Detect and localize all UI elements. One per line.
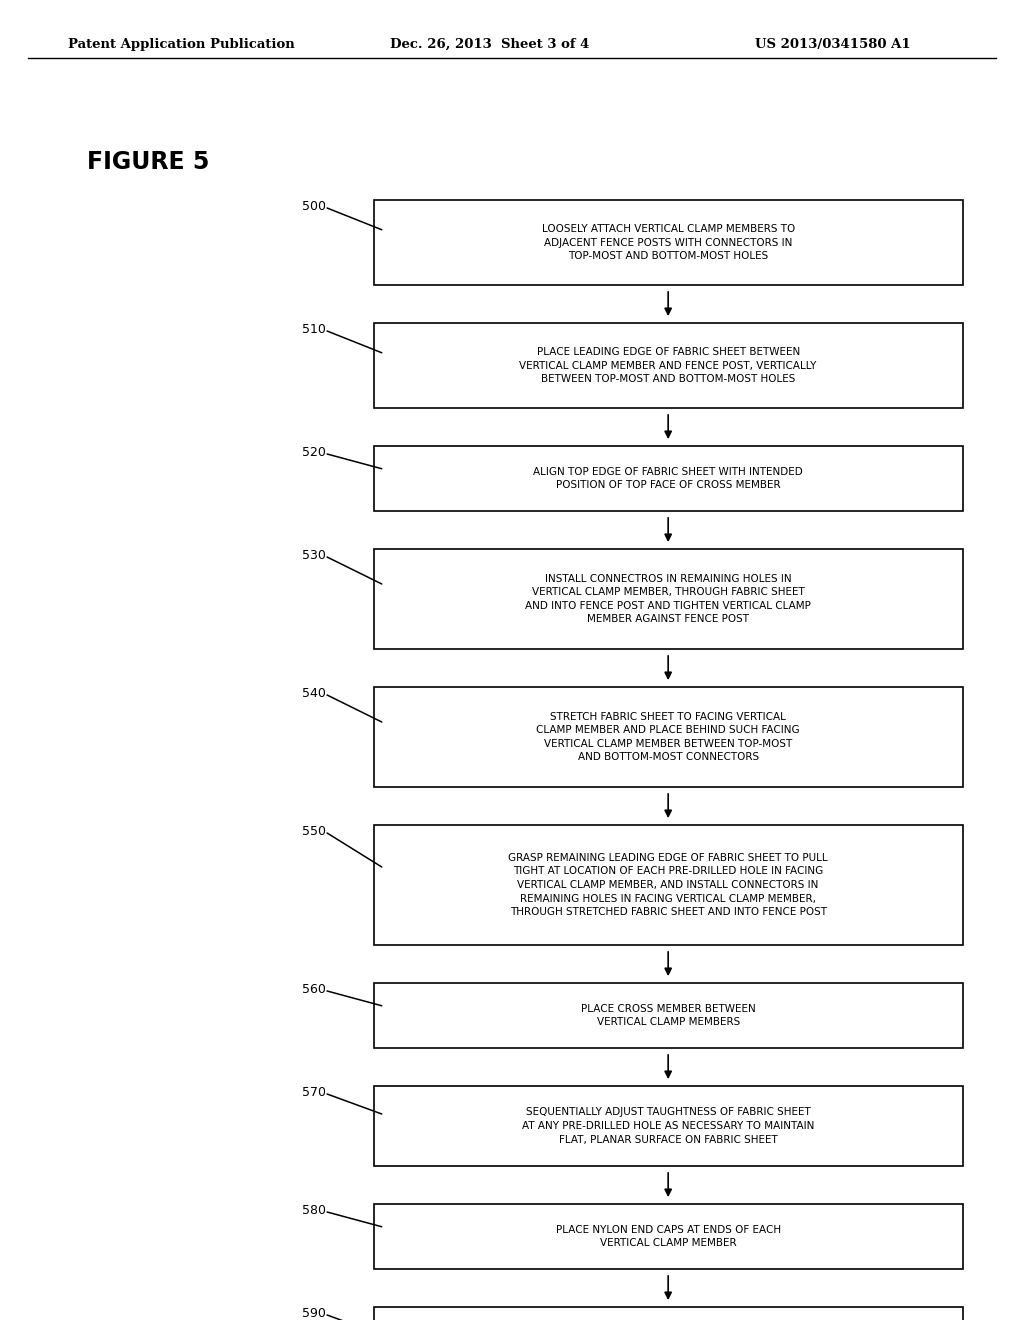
Text: SEQUENTIALLY ADJUST TAUGHTNESS OF FABRIC SHEET
AT ANY PRE-DRILLED HOLE AS NECESS: SEQUENTIALLY ADJUST TAUGHTNESS OF FABRIC… <box>522 1107 814 1144</box>
Text: 510: 510 <box>302 323 326 337</box>
Text: LOOSELY ATTACH VERTICAL CLAMP MEMBERS TO
ADJACENT FENCE POSTS WITH CONNECTORS IN: LOOSELY ATTACH VERTICAL CLAMP MEMBERS TO… <box>542 224 795 261</box>
Text: 550: 550 <box>302 825 326 838</box>
Text: Dec. 26, 2013  Sheet 3 of 4: Dec. 26, 2013 Sheet 3 of 4 <box>390 38 590 51</box>
Text: US 2013/0341580 A1: US 2013/0341580 A1 <box>755 38 910 51</box>
Text: 580: 580 <box>302 1204 326 1217</box>
Text: PLACE CROSS MEMBER BETWEEN
VERTICAL CLAMP MEMBERS: PLACE CROSS MEMBER BETWEEN VERTICAL CLAM… <box>581 1003 756 1027</box>
Text: PLACE LEADING EDGE OF FABRIC SHEET BETWEEN
VERTICAL CLAMP MEMBER AND FENCE POST,: PLACE LEADING EDGE OF FABRIC SHEET BETWE… <box>519 347 817 384</box>
Text: 540: 540 <box>302 686 326 700</box>
Text: ALIGN TOP EDGE OF FABRIC SHEET WITH INTENDED
POSITION OF TOP FACE OF CROSS MEMBE: ALIGN TOP EDGE OF FABRIC SHEET WITH INTE… <box>534 467 803 490</box>
Bar <box>374 201 963 285</box>
Text: 570: 570 <box>302 1086 326 1100</box>
Text: FIGURE 5: FIGURE 5 <box>87 150 210 174</box>
Bar <box>374 1204 963 1269</box>
Bar <box>374 825 963 945</box>
Text: Patent Application Publication: Patent Application Publication <box>68 38 295 51</box>
Text: INSTALL CONNECTROS IN REMAINING HOLES IN
VERTICAL CLAMP MEMBER, THROUGH FABRIC S: INSTALL CONNECTROS IN REMAINING HOLES IN… <box>525 574 811 624</box>
Text: PLACE NYLON END CAPS AT ENDS OF EACH
VERTICAL CLAMP MEMBER: PLACE NYLON END CAPS AT ENDS OF EACH VER… <box>556 1225 780 1249</box>
Text: 560: 560 <box>302 983 326 997</box>
Bar <box>374 686 963 787</box>
Bar <box>374 1307 963 1320</box>
Text: GRASP REMAINING LEADING EDGE OF FABRIC SHEET TO PULL
TIGHT AT LOCATION OF EACH P: GRASP REMAINING LEADING EDGE OF FABRIC S… <box>508 853 828 917</box>
Bar <box>374 446 963 511</box>
Text: 590: 590 <box>302 1307 326 1320</box>
Bar <box>374 1086 963 1166</box>
Bar <box>374 323 963 408</box>
Text: 500: 500 <box>302 201 326 213</box>
Text: 530: 530 <box>302 549 326 562</box>
Bar <box>374 549 963 649</box>
Text: STRETCH FABRIC SHEET TO FACING VERTICAL
CLAMP MEMBER AND PLACE BEHIND SUCH FACIN: STRETCH FABRIC SHEET TO FACING VERTICAL … <box>537 711 800 763</box>
Bar <box>374 983 963 1048</box>
Text: 520: 520 <box>302 446 326 459</box>
